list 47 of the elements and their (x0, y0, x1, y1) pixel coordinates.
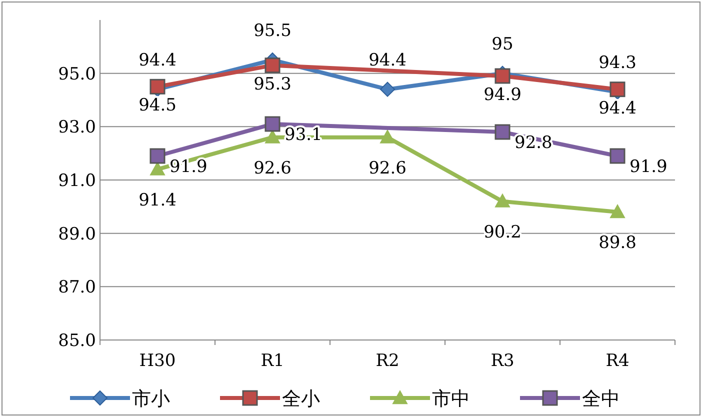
x-tick-label: R4 (606, 351, 630, 371)
y-tick-label: 93.0 (58, 118, 96, 138)
data-label: 90.2 (484, 222, 522, 242)
x-tick-label: H30 (139, 351, 176, 371)
data-label: 91.9 (170, 157, 208, 177)
point (610, 148, 626, 164)
point (264, 116, 280, 132)
data-label: 89.8 (598, 233, 636, 253)
data-label: 95.3 (254, 74, 292, 94)
legend-label: 全小 (282, 388, 320, 410)
y-tick-label: 85.0 (58, 331, 96, 351)
point (610, 204, 625, 218)
data-label: 94.4 (138, 50, 176, 70)
point (610, 82, 626, 98)
data-label: 94.4 (368, 50, 406, 70)
legend-label: 市小 (132, 388, 170, 410)
data-label: 92.8 (514, 133, 552, 153)
point (494, 124, 510, 140)
legend-label: 全中 (582, 388, 620, 410)
point (264, 58, 280, 74)
x-tick-label: R2 (376, 351, 400, 371)
data-label: 91.9 (630, 157, 668, 177)
data-label: 95.5 (254, 21, 292, 41)
point (495, 194, 510, 208)
y-tick-label: 89.0 (58, 224, 96, 244)
point (150, 78, 166, 94)
data-label: 92.6 (368, 158, 406, 178)
point (380, 130, 395, 144)
data-label: 94.9 (484, 85, 522, 105)
y-tick-label: 91.0 (58, 171, 96, 191)
legend-label: 市中 (432, 388, 470, 410)
x-tick-label: R3 (490, 351, 514, 371)
data-label: 94.5 (138, 96, 176, 116)
point (494, 68, 510, 84)
data-label: 94.4 (598, 98, 636, 118)
y-tick-label: 87.0 (58, 278, 96, 298)
data-label: 94.3 (598, 53, 636, 73)
point (265, 130, 280, 144)
data-label: 93.1 (284, 125, 322, 145)
point (380, 82, 395, 97)
data-label: 92.6 (254, 158, 292, 178)
point (150, 162, 165, 176)
data-label: 91.4 (138, 190, 176, 210)
data-label: 95 (492, 34, 514, 54)
point (150, 148, 166, 164)
y-tick-label: 95.0 (58, 64, 96, 84)
x-tick-label: R1 (260, 351, 284, 371)
